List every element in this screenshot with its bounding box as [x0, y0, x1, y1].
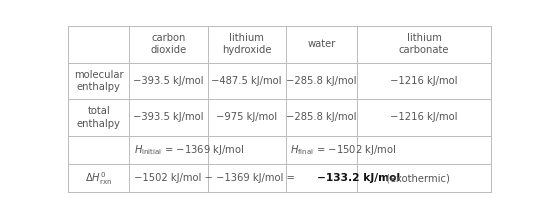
Text: lithium
hydroxide: lithium hydroxide: [222, 33, 271, 56]
Text: $\Delta H^0_\mathrm{rxn}$: $\Delta H^0_\mathrm{rxn}$: [85, 170, 112, 186]
Text: (exothermic): (exothermic): [383, 173, 450, 183]
Text: −133.2 kJ/mol: −133.2 kJ/mol: [317, 173, 401, 183]
Text: −487.5 kJ/mol: −487.5 kJ/mol: [211, 76, 282, 86]
Text: −975 kJ/mol: −975 kJ/mol: [216, 112, 277, 122]
Text: −1216 kJ/mol: −1216 kJ/mol: [390, 112, 458, 122]
Text: water: water: [307, 39, 336, 49]
Text: $\mathit{H}_\mathregular{final}$ = −1502 kJ/mol: $\mathit{H}_\mathregular{final}$ = −1502…: [290, 143, 396, 157]
Text: $\mathit{H}_\mathregular{initial}$ = −1369 kJ/mol: $\mathit{H}_\mathregular{initial}$ = −13…: [134, 143, 244, 157]
Text: carbon
dioxide: carbon dioxide: [150, 33, 186, 56]
Text: −1502 kJ/mol − −1369 kJ/mol =: −1502 kJ/mol − −1369 kJ/mol =: [134, 173, 298, 183]
Text: molecular
enthalpy: molecular enthalpy: [74, 70, 124, 92]
Text: total
enthalpy: total enthalpy: [77, 106, 120, 129]
Text: −1216 kJ/mol: −1216 kJ/mol: [390, 76, 458, 86]
Text: −285.8 kJ/mol: −285.8 kJ/mol: [286, 112, 357, 122]
Text: lithium
carbonate: lithium carbonate: [399, 33, 449, 56]
Text: −393.5 kJ/mol: −393.5 kJ/mol: [133, 112, 204, 122]
Text: −285.8 kJ/mol: −285.8 kJ/mol: [286, 76, 357, 86]
Text: −393.5 kJ/mol: −393.5 kJ/mol: [133, 76, 204, 86]
